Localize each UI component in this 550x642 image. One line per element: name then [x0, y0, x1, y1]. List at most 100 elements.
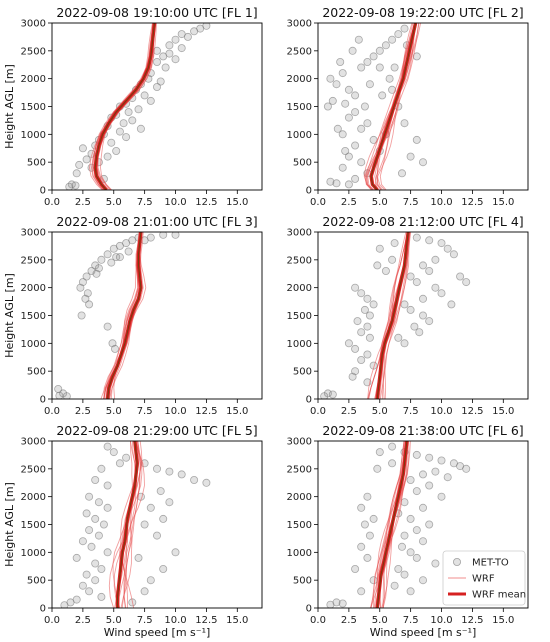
obs-point: [128, 116, 137, 125]
x-tick-label: 5.0: [106, 615, 122, 626]
x-tick-label: 10.0: [430, 197, 452, 208]
obs-point: [320, 392, 329, 399]
obs-point: [103, 250, 112, 259]
obs-point: [443, 244, 452, 253]
obs-point: [410, 322, 419, 331]
x-tick-label: 2.5: [75, 406, 91, 417]
obs-point: [92, 269, 101, 278]
y-tick-label: 3000: [287, 19, 312, 30]
obs-point: [341, 146, 350, 155]
wrf-mean-core: [376, 441, 408, 608]
panel-title: 2022-09-08 19:22:00 UTC [FL 2]: [322, 5, 523, 20]
x-tick-label: 5.0: [372, 406, 388, 417]
obs-point: [400, 570, 409, 579]
y-tick-label: 2000: [287, 74, 312, 85]
obs-point: [112, 146, 121, 155]
obs-point: [97, 565, 106, 574]
obs-point: [357, 587, 366, 596]
obs-point: [103, 322, 112, 331]
obs-point: [447, 300, 456, 309]
y-tick-label: 3000: [287, 228, 312, 239]
obs-point: [360, 520, 369, 529]
obs-point: [326, 74, 335, 83]
y-tick-label: 500: [293, 158, 312, 169]
x-tick-label: 10.0: [430, 615, 452, 626]
x-tick-label: 15.0: [226, 615, 248, 626]
wrf-mean-core: [94, 23, 156, 190]
obs-point: [363, 119, 372, 128]
obs-point: [124, 108, 133, 117]
obs-point: [397, 169, 406, 178]
y-tick-label: 2000: [21, 283, 46, 294]
obs-point: [76, 283, 85, 292]
plot-area: [320, 232, 471, 399]
obs-point: [406, 152, 415, 161]
wrf-member-line: [381, 232, 411, 399]
obs-point: [171, 35, 180, 44]
obs-point: [437, 239, 446, 248]
obs-point: [81, 294, 90, 303]
obs-point: [115, 127, 124, 136]
panel-2: 0.0 2.5 5.0 7.5 10.0 12.5 15.0 0 500 1000 1500 2000…: [287, 5, 529, 208]
obs-point: [462, 464, 471, 473]
wrf-mean-core: [107, 232, 142, 399]
obs-point: [373, 464, 382, 473]
legend-entry-label: MET-TO: [472, 558, 509, 569]
y-tick-label: 3000: [21, 437, 46, 448]
obs-point: [328, 390, 337, 399]
x-tick-label: 10.0: [164, 615, 186, 626]
wrf-mean-core: [116, 441, 138, 608]
obs-point: [71, 181, 80, 190]
obs-point: [103, 442, 112, 451]
x-tick-label: 15.0: [226, 406, 248, 417]
obs-point: [456, 272, 465, 281]
y-tick-label: 1000: [287, 548, 312, 559]
obs-point: [418, 537, 427, 546]
obs-point: [91, 559, 100, 568]
wrf-member-line: [123, 441, 141, 608]
obs-point: [85, 492, 94, 501]
x-tick-label: 0.0: [310, 197, 326, 208]
y-axis-label: Height AGL [m]: [3, 273, 16, 358]
y-tick-label: 1000: [287, 339, 312, 350]
obs-point: [344, 113, 353, 122]
panel-title: 2022-09-08 19:10:00 UTC [FL 1]: [56, 5, 257, 20]
obs-point: [115, 459, 124, 468]
obs-point: [412, 233, 421, 242]
obs-point: [363, 294, 372, 303]
obs-point: [82, 272, 91, 281]
obs-point: [159, 52, 168, 61]
obs-point: [425, 520, 434, 529]
y-tick-label: 2000: [21, 492, 46, 503]
obs-point: [77, 311, 86, 320]
x-tick-label: 0.0: [310, 615, 326, 626]
obs-point: [418, 158, 427, 167]
obs-point: [107, 258, 116, 267]
obs-point: [124, 247, 133, 256]
obs-point: [202, 478, 211, 487]
obs-point: [365, 311, 374, 320]
obs-point: [369, 576, 378, 585]
x-tick-label: 0.0: [44, 197, 60, 208]
obs-point: [156, 77, 165, 86]
y-tick-label: 2000: [287, 492, 312, 503]
obs-point: [78, 144, 87, 153]
obs-point: [412, 450, 421, 459]
obs-point: [119, 119, 128, 128]
panel-6: 0.0 2.5 5.0 7.5 10.0 12.5 15.0 0 500 1000 1500 2000…: [287, 423, 529, 639]
obs-point: [326, 600, 335, 608]
obs-point: [425, 481, 434, 490]
obs-point: [348, 46, 357, 55]
obs-point: [412, 487, 421, 496]
obs-point: [354, 35, 363, 44]
x-tick-label: 2.5: [341, 406, 357, 417]
y-tick-label: 0: [306, 395, 312, 406]
x-tick-label: 10.0: [430, 406, 452, 417]
obs-point: [99, 520, 108, 529]
y-tick-label: 2500: [287, 255, 312, 266]
obs-point: [388, 459, 397, 468]
legend-marker: [452, 558, 461, 567]
obs-point: [107, 138, 116, 147]
panel-title: 2022-09-08 21:38:00 UTC [FL 6]: [322, 423, 523, 438]
x-tick-label: 15.0: [492, 197, 514, 208]
